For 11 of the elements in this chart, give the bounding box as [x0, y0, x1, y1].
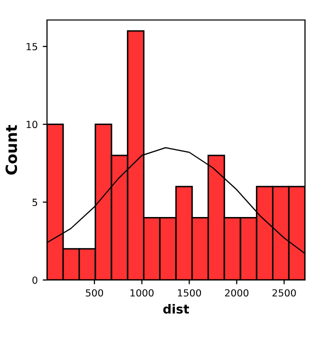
- y-tick-label: 0: [32, 276, 38, 284]
- y-axis-title: Count: [6, 124, 18, 175]
- x-tick-label: 1000: [130, 289, 154, 297]
- x-tick-label: 1500: [178, 289, 202, 297]
- x-tick-label: 2500: [272, 289, 296, 297]
- y-tick-label: 15: [26, 43, 38, 50]
- x-axis-title: dist: [163, 304, 190, 314]
- y-tick-label: 10: [26, 120, 38, 128]
- y-tick-label: 5: [32, 198, 38, 206]
- x-tick-label: 2000: [225, 289, 248, 297]
- x-tick-label: 500: [86, 289, 104, 297]
